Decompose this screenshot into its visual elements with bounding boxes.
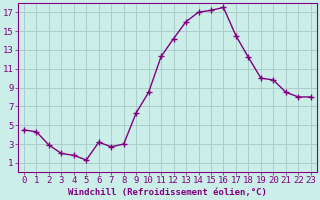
- X-axis label: Windchill (Refroidissement éolien,°C): Windchill (Refroidissement éolien,°C): [68, 188, 267, 197]
